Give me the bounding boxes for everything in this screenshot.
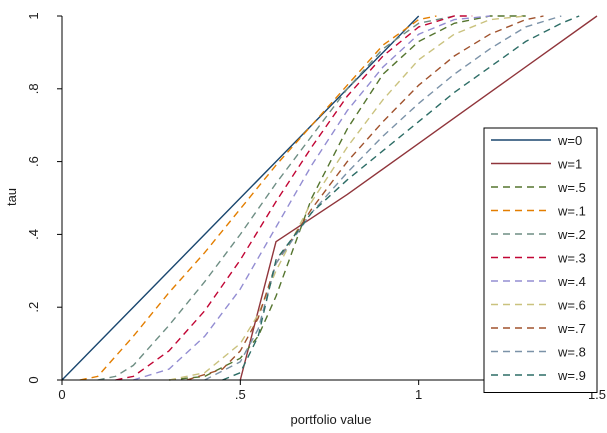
y-tick-label: .8 [26,83,41,94]
legend-label: w=.2 [557,227,586,242]
series-line-w=.3 [115,15,473,381]
series-line-w=.7 [186,15,544,381]
y-tick-label: 0 [26,376,41,383]
legend-label: w=.3 [557,251,586,266]
legend-label: w=.4 [557,274,586,289]
x-tick-label: 1 [415,387,422,402]
legend-label: w=.9 [557,368,586,383]
series-line-w=.2 [97,15,455,381]
legend-label: w=.8 [557,345,586,360]
series-line-w=.9 [222,15,580,381]
y-tick-label: .6 [26,156,41,167]
series-line-w=.4 [133,15,491,381]
legend-label: w=.5 [557,180,586,195]
series-line-w=.1 [79,15,437,381]
y-tick-label: .4 [26,229,41,240]
series-line-w=.8 [204,15,562,381]
legend-label: w=.6 [557,298,586,313]
legend-label: w=.7 [557,321,586,336]
y-tick-label: .2 [26,302,41,313]
x-tick-label: .5 [235,387,246,402]
series-line-w=.5 [168,15,526,381]
legend-box [483,127,598,393]
x-tick-label: 0 [58,387,65,402]
legend-label: w=1 [557,157,582,172]
series-line-w=.6 [168,15,526,381]
y-tick-label: 1 [26,12,41,19]
series-line-w=0 [61,15,420,381]
legend: w=0 w=1 w=.5 w=.1 w=.2 w=.3 w=.4 w=.6 w=.7 w=.8 w=… [483,127,598,393]
y-axis-label: tau [4,188,19,206]
legend-label: w=.1 [557,204,586,219]
legend-label: w=0 [557,133,582,148]
series-line-w=1 [239,15,598,381]
x-axis-label: portfolio value [291,412,372,427]
